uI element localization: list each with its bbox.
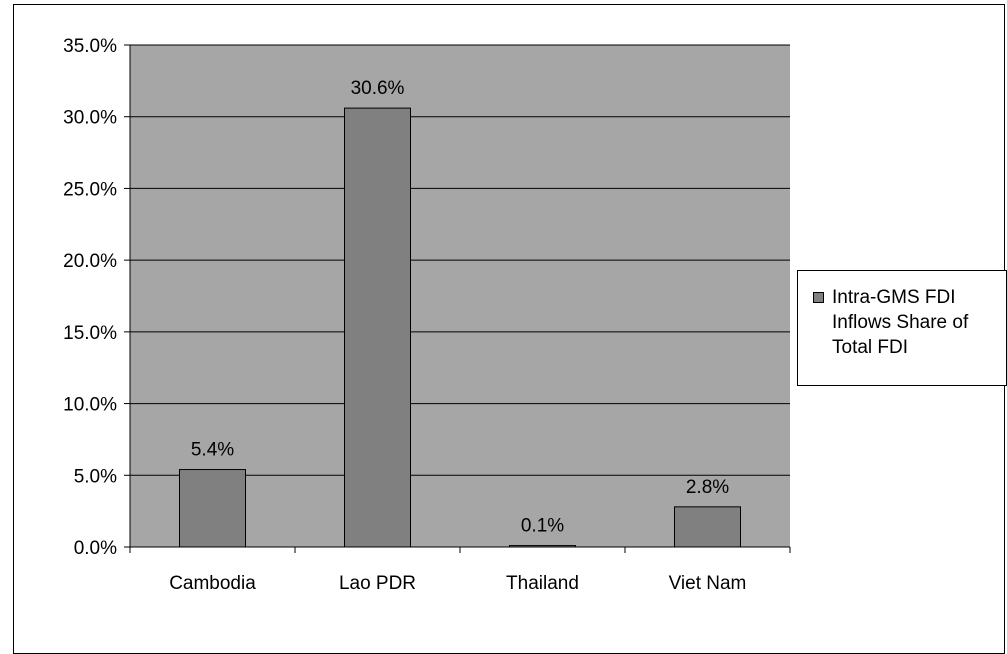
y-tick-label: 30.0% <box>63 108 117 129</box>
labels: 0.0% 5.0% 10.0% 15.0% 20.0% 25.0% 30.0% 35.0% 5.… <box>63 36 746 594</box>
data-label: 30.6% <box>351 78 405 99</box>
y-tick-label: 20.0% <box>63 251 117 272</box>
bar-cambodia <box>179 469 246 548</box>
y-tick-label: 15.0% <box>63 323 117 344</box>
y-tick-label: 25.0% <box>63 179 117 200</box>
y-tick-label: 10.0% <box>63 395 117 416</box>
y-tick-label: 35.0% <box>63 36 117 57</box>
axes <box>124 44 791 553</box>
legend-swatch <box>813 292 824 303</box>
x-tick-label: Viet Nam <box>669 573 747 594</box>
bar-lao-pdr <box>344 107 411 548</box>
y-tick-label: 5.0% <box>74 466 117 487</box>
x-tick-label: Lao PDR <box>339 573 416 594</box>
plot-background <box>130 45 790 547</box>
legend-label: Intra-GMS FDI Inflows Share of Total FDI <box>832 287 969 358</box>
bar-viet-nam <box>674 506 741 548</box>
y-tick-label: 0.0% <box>74 538 117 559</box>
x-tick-label: Thailand <box>506 573 579 594</box>
legend: Intra-GMS FDI Inflows Share of Total FDI <box>797 270 1007 386</box>
bars <box>179 107 741 548</box>
data-label: 0.1% <box>521 516 564 537</box>
bar-chart: 0.0% 5.0% 10.0% 15.0% 20.0% 25.0% 30.0% 35.0% 5.… <box>63 36 791 594</box>
x-tick-label: Cambodia <box>169 573 256 594</box>
plot-area <box>130 45 790 547</box>
data-label: 5.4% <box>191 440 234 461</box>
data-label: 2.8% <box>686 477 729 498</box>
